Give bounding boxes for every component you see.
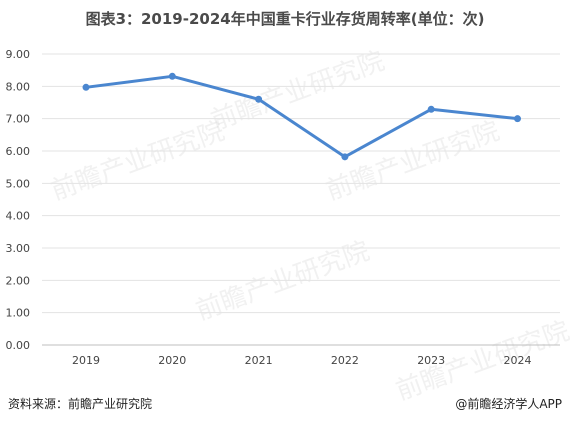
series bbox=[82, 72, 521, 161]
y-tick-label: 4.00 bbox=[6, 210, 31, 223]
data-point bbox=[168, 72, 176, 80]
y-tick-label: 0.00 bbox=[6, 339, 31, 352]
x-tick-label: 2023 bbox=[417, 354, 445, 367]
x-tick-label: 2021 bbox=[245, 354, 273, 367]
watermark-text: 前瞻产业研究院 bbox=[47, 116, 228, 206]
y-tick-label: 7.00 bbox=[6, 113, 31, 126]
x-tick-label: 2024 bbox=[504, 354, 532, 367]
data-point bbox=[514, 115, 521, 123]
y-axis-ticks: 0.00 1.00 2.00 3.00 4.00 5.00 6.00 7.00 8.00 9.00 bbox=[6, 48, 31, 352]
y-tick-label: 3.00 bbox=[6, 242, 31, 255]
gridlines bbox=[42, 53, 560, 346]
series-line bbox=[85, 74, 518, 159]
y-tick-label: 9.00 bbox=[6, 48, 31, 61]
y-tick-label: 5.00 bbox=[6, 177, 31, 190]
source-note: 资料来源：前瞻产业研究院 bbox=[8, 397, 153, 411]
y-tick-label: 6.00 bbox=[6, 145, 31, 158]
data-point bbox=[427, 105, 435, 113]
x-tick-label: 2022 bbox=[331, 354, 359, 367]
watermark-text: 前瞻产业研究院 bbox=[322, 116, 503, 206]
brand-label: @前瞻经济学人APP bbox=[455, 397, 562, 411]
data-point bbox=[341, 153, 349, 161]
chart-title: 图表3：2019-2024年中国重卡行业存货周转率(单位：次) bbox=[85, 10, 485, 28]
x-axis-ticks: 2019 2020 2021 2022 2023 2024 bbox=[72, 354, 532, 367]
data-point bbox=[82, 83, 90, 91]
y-tick-label: 8.00 bbox=[6, 80, 31, 93]
data-point bbox=[255, 95, 263, 103]
x-tick-label: 2020 bbox=[158, 354, 186, 367]
y-tick-label: 2.00 bbox=[6, 274, 31, 287]
y-tick-label: 1.00 bbox=[6, 307, 31, 320]
x-tick-label: 2019 bbox=[72, 354, 100, 367]
